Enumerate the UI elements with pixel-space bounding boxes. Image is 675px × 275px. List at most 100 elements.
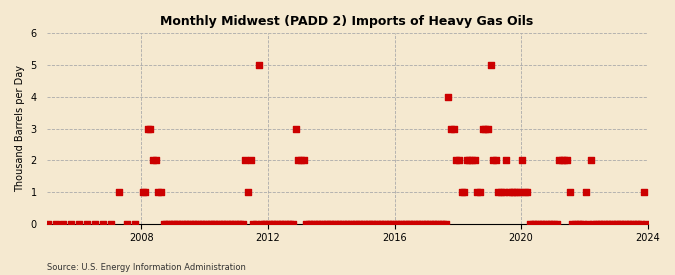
Point bbox=[335, 222, 346, 226]
Title: Monthly Midwest (PADD 2) Imports of Heavy Gas Oils: Monthly Midwest (PADD 2) Imports of Heav… bbox=[161, 15, 534, 28]
Point bbox=[522, 190, 533, 194]
Point bbox=[159, 222, 169, 226]
Point bbox=[184, 222, 195, 226]
Point bbox=[498, 190, 509, 194]
Point bbox=[151, 158, 161, 163]
Point bbox=[182, 222, 193, 226]
Point bbox=[430, 222, 441, 226]
Point bbox=[620, 222, 630, 226]
Point bbox=[509, 190, 520, 194]
Point bbox=[242, 190, 253, 194]
Point bbox=[264, 222, 275, 226]
Point bbox=[129, 222, 140, 226]
Point bbox=[358, 222, 369, 226]
Point bbox=[396, 222, 406, 226]
Point bbox=[506, 190, 517, 194]
Point bbox=[425, 222, 435, 226]
Point bbox=[227, 222, 238, 226]
Point bbox=[443, 95, 454, 99]
Point bbox=[58, 222, 69, 226]
Point bbox=[535, 222, 546, 226]
Point bbox=[248, 222, 259, 226]
Point bbox=[105, 222, 116, 226]
Point bbox=[451, 158, 462, 163]
Point bbox=[390, 222, 401, 226]
Point bbox=[166, 222, 177, 226]
Point bbox=[472, 190, 483, 194]
Point bbox=[122, 222, 132, 226]
Point bbox=[440, 222, 451, 226]
Point bbox=[332, 222, 343, 226]
Point bbox=[322, 222, 333, 226]
Point bbox=[454, 158, 464, 163]
Point bbox=[612, 222, 622, 226]
Point bbox=[456, 190, 467, 194]
Point bbox=[230, 222, 240, 226]
Point bbox=[416, 222, 427, 226]
Point bbox=[546, 222, 557, 226]
Point bbox=[475, 190, 485, 194]
Point bbox=[599, 222, 610, 226]
Point bbox=[564, 190, 575, 194]
Point bbox=[156, 190, 167, 194]
Point bbox=[485, 63, 496, 67]
Point bbox=[171, 222, 182, 226]
Point bbox=[338, 222, 348, 226]
Point bbox=[145, 126, 156, 131]
Point bbox=[203, 222, 214, 226]
Point bbox=[82, 222, 92, 226]
Point bbox=[221, 222, 232, 226]
Point bbox=[190, 222, 200, 226]
Point bbox=[282, 222, 293, 226]
Point bbox=[514, 190, 525, 194]
Point bbox=[237, 222, 248, 226]
Point bbox=[163, 222, 174, 226]
Point bbox=[327, 222, 338, 226]
Point bbox=[219, 222, 230, 226]
Point bbox=[317, 222, 327, 226]
Point bbox=[543, 222, 554, 226]
Point bbox=[267, 222, 277, 226]
Point bbox=[372, 222, 383, 226]
Point bbox=[269, 222, 279, 226]
Point bbox=[493, 190, 504, 194]
Point bbox=[319, 222, 330, 226]
Point bbox=[490, 158, 501, 163]
Point bbox=[575, 222, 586, 226]
Point bbox=[385, 222, 396, 226]
Point bbox=[180, 222, 190, 226]
Point bbox=[635, 222, 646, 226]
Point bbox=[253, 63, 264, 67]
Point bbox=[527, 222, 538, 226]
Point bbox=[261, 222, 272, 226]
Point bbox=[541, 222, 551, 226]
Point bbox=[607, 222, 618, 226]
Point bbox=[459, 190, 470, 194]
Point bbox=[414, 222, 425, 226]
Point bbox=[351, 222, 362, 226]
Point bbox=[174, 222, 185, 226]
Point bbox=[361, 222, 372, 226]
Point bbox=[140, 190, 151, 194]
Point bbox=[622, 222, 633, 226]
Point bbox=[377, 222, 388, 226]
Point bbox=[187, 222, 198, 226]
Point bbox=[285, 222, 296, 226]
Point bbox=[404, 222, 414, 226]
Point bbox=[604, 222, 615, 226]
Point bbox=[580, 190, 591, 194]
Point bbox=[364, 222, 375, 226]
Point bbox=[206, 222, 217, 226]
Point bbox=[148, 158, 159, 163]
Y-axis label: Thousand Barrels per Day: Thousand Barrels per Day bbox=[15, 65, 25, 192]
Point bbox=[556, 158, 567, 163]
Point bbox=[343, 222, 354, 226]
Point bbox=[393, 222, 404, 226]
Point bbox=[437, 222, 448, 226]
Point bbox=[209, 222, 219, 226]
Point bbox=[153, 190, 164, 194]
Point bbox=[641, 222, 651, 226]
Point bbox=[274, 222, 285, 226]
Point bbox=[256, 222, 267, 226]
Point bbox=[177, 222, 188, 226]
